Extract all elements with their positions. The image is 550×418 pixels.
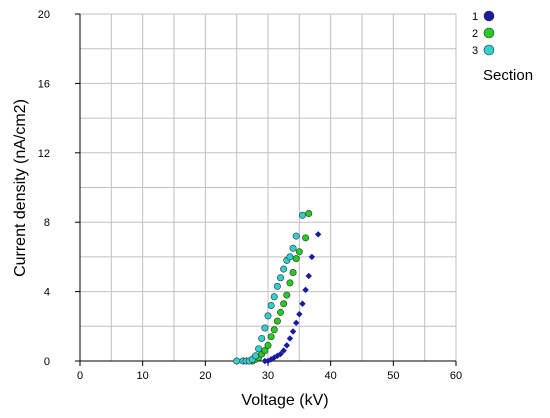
x-tick-label: 30 xyxy=(262,370,274,382)
data-point xyxy=(280,265,288,273)
data-point xyxy=(233,357,241,365)
data-point xyxy=(302,234,310,242)
data-point xyxy=(292,232,300,240)
data-point xyxy=(273,317,281,325)
y-tick-label: 4 xyxy=(44,287,50,299)
data-point xyxy=(251,352,259,360)
data-point xyxy=(261,347,269,355)
legend-marker-2 xyxy=(483,27,495,39)
data-point xyxy=(289,269,297,277)
data-point xyxy=(289,244,297,252)
grid xyxy=(79,13,457,362)
data-point xyxy=(261,324,269,332)
data-point xyxy=(293,319,300,327)
data-point xyxy=(308,253,316,261)
y-tick-label: 16 xyxy=(38,78,50,90)
data-point xyxy=(277,350,284,358)
data-point xyxy=(302,286,309,294)
data-point xyxy=(258,334,266,342)
legend-label-1: 1 xyxy=(472,11,478,23)
y-axis-label: Current density (nA/cm2) xyxy=(12,99,29,277)
y-tick-label: 0 xyxy=(44,356,50,368)
data-point xyxy=(267,301,275,309)
y-tick-label: 20 xyxy=(38,9,50,21)
x-tick-label: 50 xyxy=(387,370,399,382)
legend: 1 2 3 xyxy=(472,10,495,57)
legend-marker-3 xyxy=(483,44,495,56)
axes xyxy=(75,13,457,366)
y-tick-label: 8 xyxy=(44,217,50,229)
data-point xyxy=(270,293,278,301)
series-1 xyxy=(261,231,322,365)
data-point xyxy=(305,210,313,218)
data-point xyxy=(298,211,306,219)
data-point xyxy=(280,300,288,308)
legend-label-3: 3 xyxy=(472,45,478,57)
data-point xyxy=(277,274,285,282)
data-point xyxy=(289,328,297,335)
x-tick-label: 10 xyxy=(137,370,149,382)
data-point xyxy=(270,326,278,334)
y-tick-label: 12 xyxy=(38,148,50,160)
data-point xyxy=(255,345,263,353)
data-points xyxy=(233,210,322,365)
data-point xyxy=(296,310,303,318)
x-tick-labels: 0 10 20 30 40 50 60 xyxy=(77,370,462,382)
data-point xyxy=(305,272,312,280)
data-point xyxy=(295,248,303,256)
data-point xyxy=(283,342,290,349)
data-point xyxy=(286,253,294,261)
data-point xyxy=(299,300,306,307)
data-point xyxy=(267,333,275,341)
x-axis-label: Voltage (kV) xyxy=(241,392,328,409)
data-point xyxy=(264,312,272,320)
data-point xyxy=(273,282,281,290)
data-point xyxy=(314,231,322,238)
data-point xyxy=(286,279,294,287)
series-3 xyxy=(233,211,306,365)
x-tick-label: 60 xyxy=(450,370,462,382)
x-tick-label: 20 xyxy=(199,370,211,382)
legend-title: Section xyxy=(483,67,533,84)
data-point xyxy=(292,255,300,263)
data-point xyxy=(280,347,287,354)
data-point xyxy=(264,341,272,349)
data-point xyxy=(286,335,294,342)
data-point xyxy=(277,308,285,316)
data-point xyxy=(283,291,291,299)
y-tick-labels: 0 4 8 12 16 20 xyxy=(38,9,50,368)
legend-label-2: 2 xyxy=(472,28,478,40)
x-tick-label: 0 xyxy=(77,370,83,382)
legend-marker-1 xyxy=(483,10,495,22)
x-tick-label: 40 xyxy=(325,370,337,382)
